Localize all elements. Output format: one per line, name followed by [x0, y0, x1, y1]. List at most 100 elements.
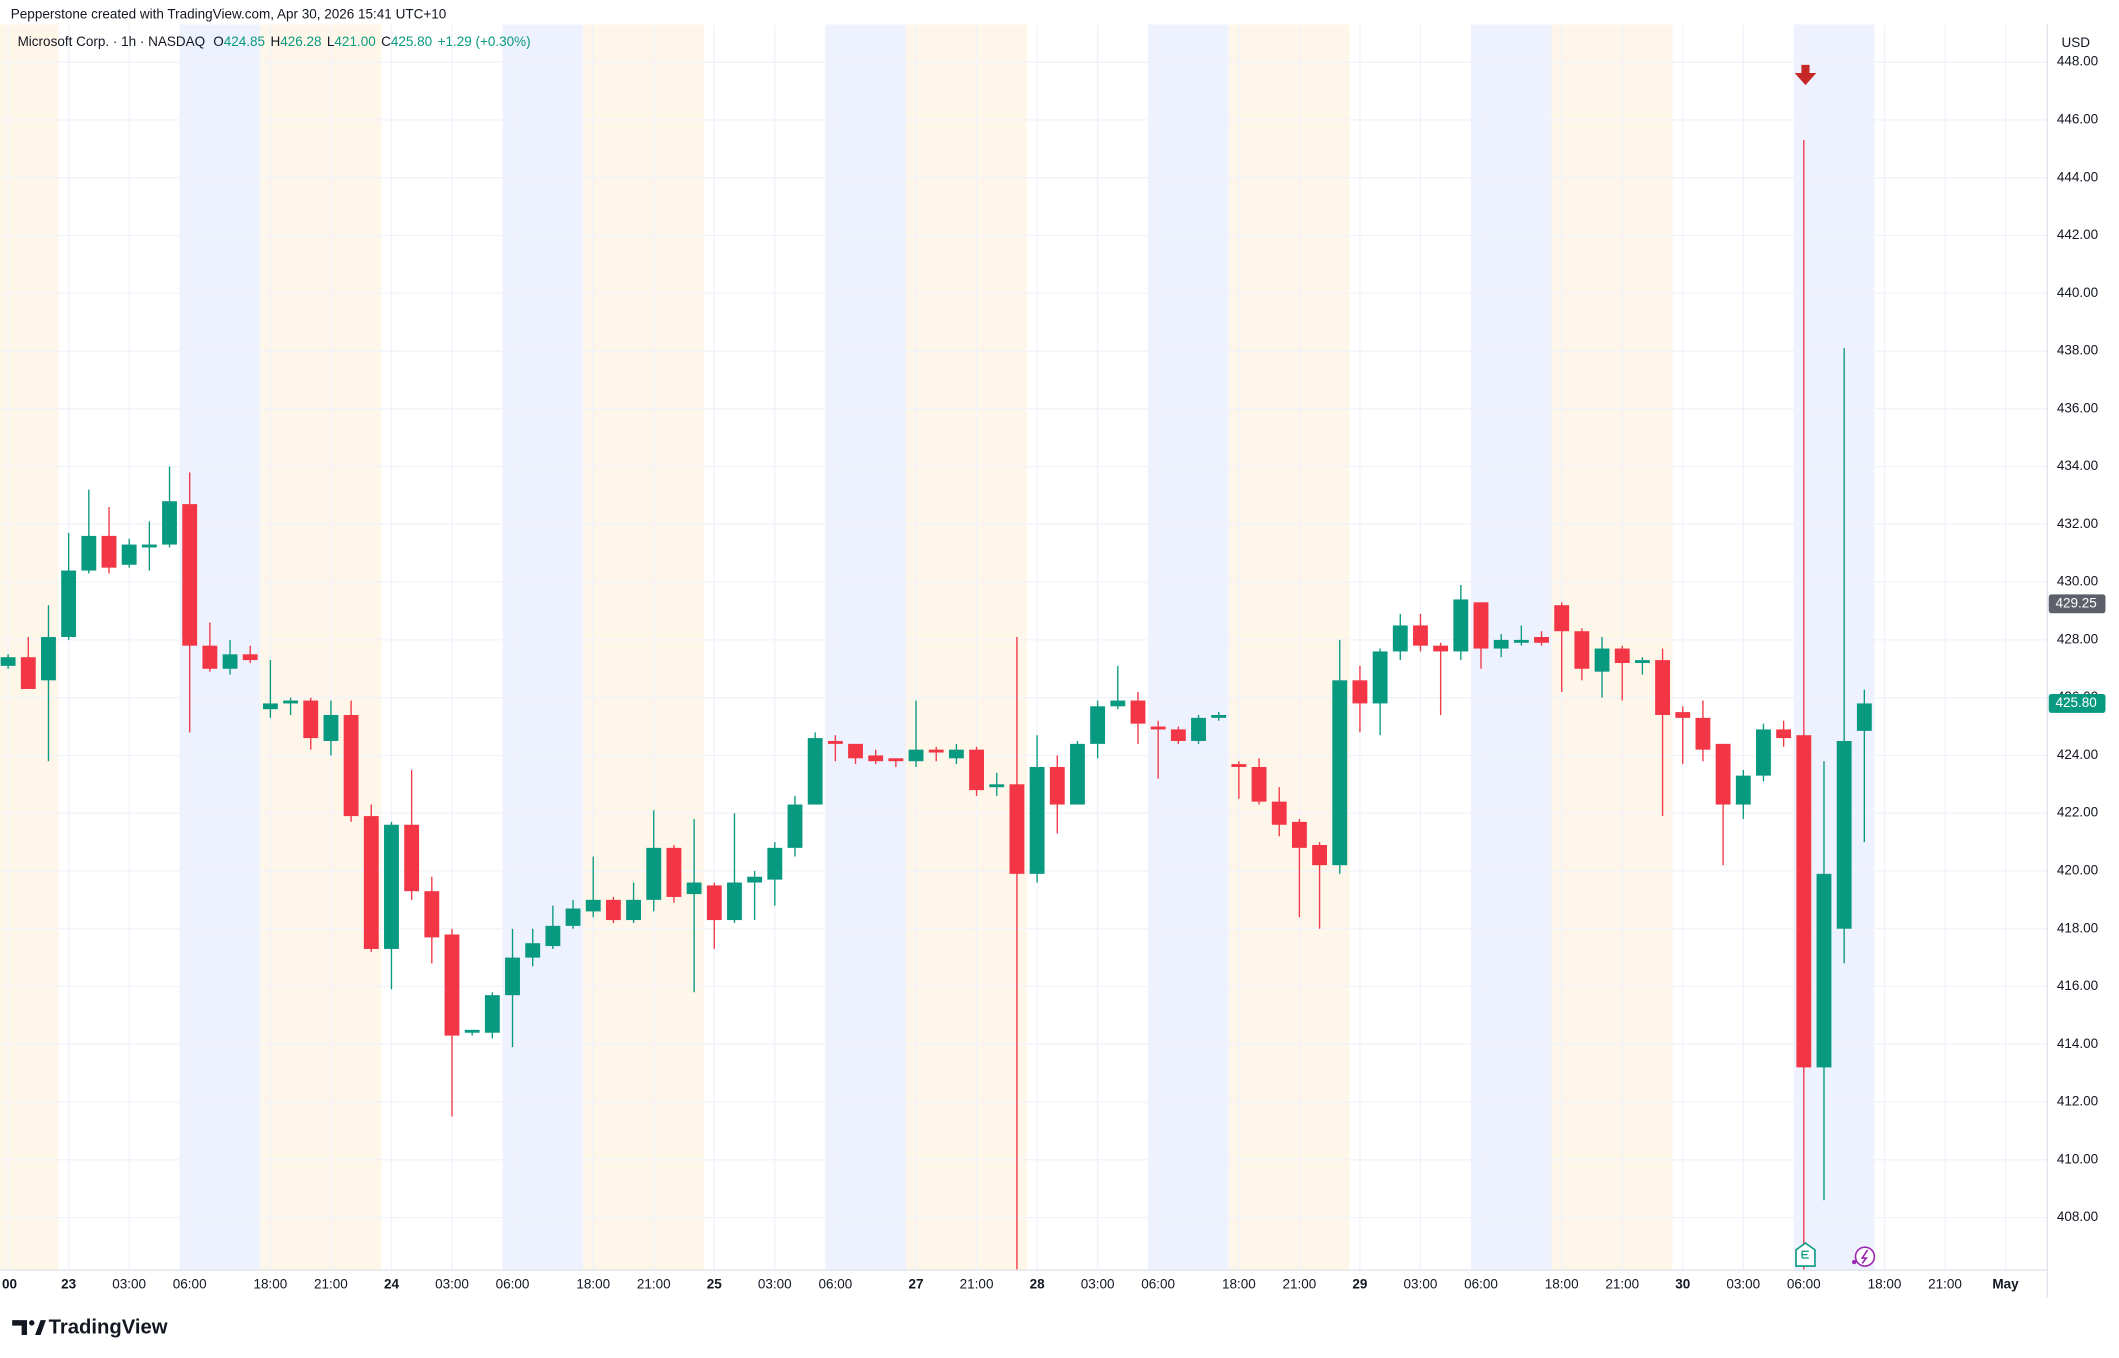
x-tick-label: 18:00: [1222, 1277, 1256, 1292]
x-tick-label: 30: [1675, 1277, 1690, 1292]
credit: Pepperstone created with TradingView.com…: [11, 6, 446, 21]
candle-body: [1009, 784, 1025, 874]
candle-body: [948, 749, 964, 759]
candle-body: [1231, 764, 1247, 767]
candle-body: [343, 714, 359, 817]
x-tick-label: 18:00: [1868, 1277, 1902, 1292]
legend-key: H: [270, 33, 280, 48]
x-tick-label: 06:00: [496, 1277, 530, 1292]
candle-body: [1675, 712, 1691, 718]
x-tick-label: 06:00: [1141, 1277, 1175, 1292]
candle-body: [888, 758, 904, 762]
candle-body: [787, 804, 803, 848]
postmarket-band: [583, 24, 705, 1271]
candle-body: [323, 714, 339, 741]
candle-body: [384, 824, 399, 949]
candle-body: [585, 899, 601, 912]
candle-body: [1433, 645, 1449, 652]
candle-body: [565, 908, 581, 926]
y-tick-label: 444.00: [2057, 169, 2098, 184]
x-tick-label: May: [1992, 1277, 2019, 1292]
candle-body: [20, 657, 36, 689]
candle-body: [505, 957, 520, 996]
candle-body: [1715, 743, 1731, 805]
candle-body: [686, 882, 702, 895]
x-tick-label: 03:00: [435, 1277, 469, 1292]
candle-body: [1352, 680, 1368, 704]
x-tick-label: 21:00: [314, 1277, 348, 1292]
candle-body: [908, 749, 924, 762]
candle-body: [525, 943, 541, 958]
candle-body: [61, 570, 77, 637]
candle-body: [121, 544, 137, 565]
legend-change: +1.29 (+0.30%): [438, 33, 531, 48]
candle-body: [1271, 801, 1287, 825]
premarket-band: [825, 24, 906, 1271]
y-tick-label: 408.00: [2057, 1209, 2098, 1224]
candle-body: [747, 876, 763, 883]
candle-body: [1453, 599, 1469, 652]
legend-value: 426.28: [280, 33, 321, 48]
x-tick-label: 00: [2, 1277, 17, 1292]
candle-body: [1695, 717, 1711, 750]
candle-body: [363, 816, 379, 949]
y-tick-label: 434.00: [2057, 458, 2098, 473]
candle-body: [767, 847, 783, 880]
y-tick-label: 422.00: [2057, 805, 2098, 820]
candle-body: [262, 703, 278, 710]
earnings-icon: [1795, 1242, 1816, 1267]
x-tick-label: 25: [707, 1277, 723, 1292]
brand-logo: TradingView: [12, 1317, 168, 1339]
candle-body: [484, 995, 500, 1033]
candle-body: [1150, 726, 1166, 730]
legend-value: 425.80: [391, 33, 432, 48]
postmarket-band: [260, 24, 382, 1271]
candle-body: [868, 755, 884, 762]
candle-body: [1513, 639, 1529, 643]
candle-body: [0, 657, 16, 666]
x-tick-label: 03:00: [1726, 1277, 1760, 1292]
candle-body: [1070, 743, 1085, 805]
y-tick-label: 446.00: [2057, 111, 2098, 126]
x-tick-label: 03:00: [1404, 1277, 1438, 1292]
premarket-band: [502, 24, 584, 1271]
x-tick-label: 24: [384, 1277, 400, 1292]
x-tick-label: 23: [61, 1277, 77, 1292]
currency: USD: [2061, 35, 2090, 50]
price-tag: [2048, 693, 2106, 713]
candle-body: [1776, 729, 1792, 739]
candle-body: [1372, 651, 1388, 704]
candle-body: [545, 925, 561, 947]
candle-body: [1614, 648, 1630, 663]
candle-body: [1735, 775, 1751, 805]
candle-body: [464, 1029, 480, 1033]
candle-body: [242, 654, 258, 661]
x-tick-label: 03:00: [112, 1277, 146, 1292]
price-tag-label: 429.25: [2055, 595, 2096, 610]
x-tick-label: 06:00: [818, 1277, 852, 1292]
candle-body: [424, 891, 440, 938]
candle-body: [1634, 660, 1650, 663]
y-tick-label: 414.00: [2057, 1036, 2098, 1051]
price-tag-label: 425.80: [2055, 695, 2096, 710]
candles: [0, 140, 1872, 1271]
candle-body: [1413, 625, 1428, 646]
y-tick-label: 418.00: [2057, 920, 2098, 935]
x-tick-label: 21:00: [1928, 1277, 1962, 1292]
candle-body: [182, 504, 198, 646]
candle-body: [827, 740, 843, 744]
candle-body: [706, 885, 722, 921]
candle-body: [1554, 605, 1570, 632]
x-tick-label: 18:00: [576, 1277, 610, 1292]
candle-body: [1655, 660, 1671, 715]
y-tick-label: 428.00: [2057, 631, 2098, 646]
postmarket-band: [905, 24, 1028, 1271]
axes: 408.00 410.00 412.00 414.00 416.00 418.00 420.…: [2, 54, 2106, 1292]
y-tick-label: 420.00: [2057, 863, 2098, 878]
candle-body: [1856, 703, 1872, 731]
legend-key: C: [381, 33, 391, 48]
y-tick-label: 432.00: [2057, 516, 2098, 531]
legend-value: 424.85: [224, 33, 265, 48]
